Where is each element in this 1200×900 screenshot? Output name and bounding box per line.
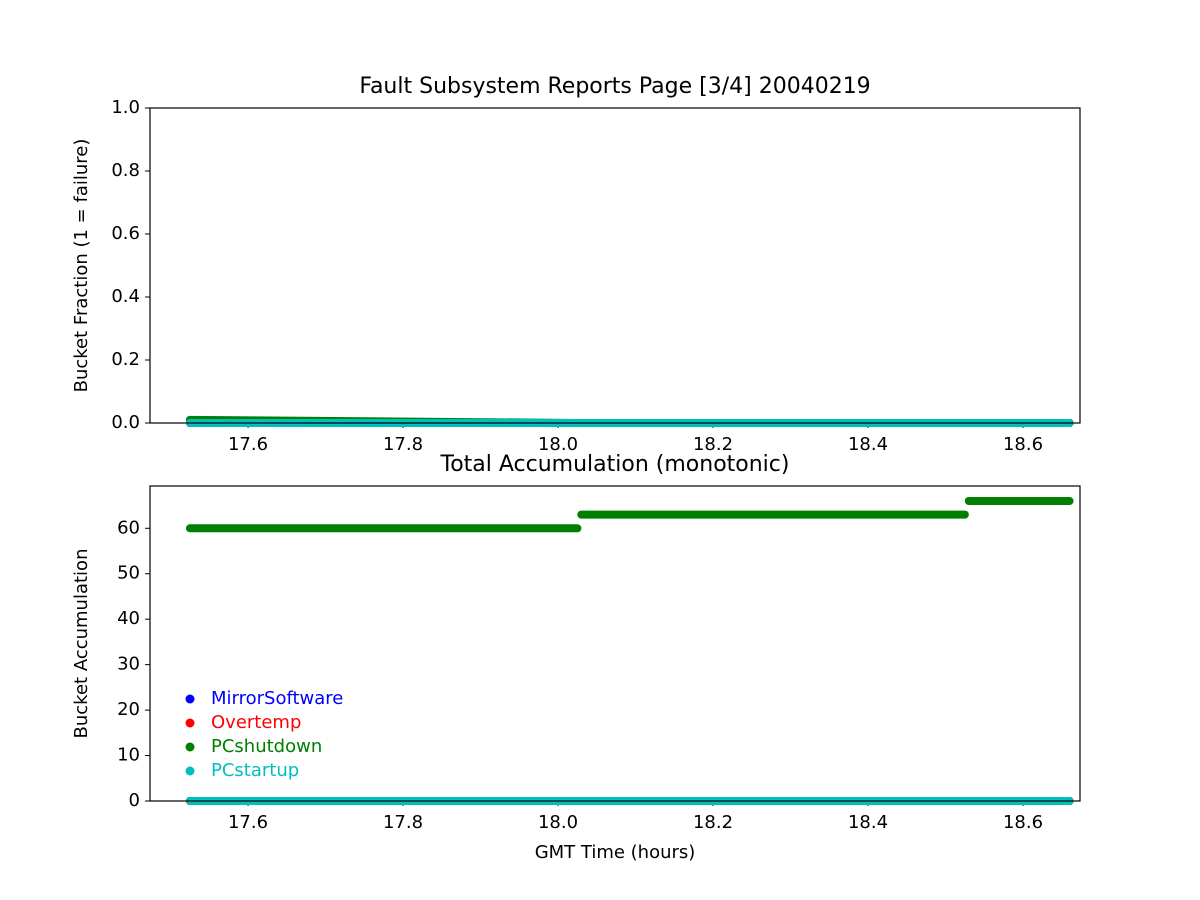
y-tick-label: 40: [117, 608, 140, 629]
axes-frame: [149, 485, 1081, 802]
x-tick-label: 18.2: [693, 434, 733, 455]
x-tick-label: 18.4: [848, 812, 888, 833]
y-tick-label: 0.0: [111, 412, 140, 433]
x-tick-label: 18.2: [693, 812, 733, 833]
y-axis-label: Bucket Accumulation: [71, 549, 92, 739]
legend-label: Overtemp: [211, 712, 301, 733]
y-tick-label: 30: [117, 654, 140, 675]
y-tick-label: 0.2: [111, 349, 140, 370]
legend-marker: [185, 766, 195, 776]
x-tick-label: 17.6: [228, 434, 268, 455]
legend-marker: [185, 742, 195, 752]
legend-marker: [185, 694, 195, 704]
x-tick-label: 18.0: [538, 812, 578, 833]
y-tick-label: 20: [117, 699, 140, 720]
legend-label: PCstartup: [211, 760, 299, 781]
x-tick-label: 17.8: [383, 434, 423, 455]
legend-marker: [185, 718, 195, 728]
x-tick-label: 17.8: [383, 812, 423, 833]
y-tick-label: 0.8: [111, 160, 140, 181]
y-tick-label: 0.6: [111, 223, 140, 244]
y-axis-label: Bucket Fraction (1 = failure): [71, 139, 92, 393]
y-tick-label: 60: [117, 517, 140, 538]
chart-title: Fault Subsystem Reports Page [3/4] 20040…: [359, 74, 870, 99]
x-tick-label: 18.0: [538, 434, 578, 455]
axes-frame: [149, 107, 1081, 424]
y-tick-label: 0: [129, 790, 140, 811]
y-tick-label: 10: [117, 745, 140, 766]
x-axis-label: GMT Time (hours): [535, 842, 696, 863]
legend-label: PCshutdown: [211, 736, 322, 757]
chart-title: Total Accumulation (monotonic): [440, 452, 790, 477]
legend-label: MirrorSoftware: [211, 688, 343, 709]
x-tick-label: 17.6: [228, 812, 268, 833]
y-tick-label: 0.4: [111, 286, 140, 307]
series-line: [185, 497, 1074, 533]
x-tick-label: 18.6: [1003, 812, 1043, 833]
x-tick-label: 18.6: [1003, 434, 1043, 455]
y-tick-label: 1.0: [111, 97, 140, 118]
x-tick-label: 18.4: [848, 434, 888, 455]
y-tick-label: 50: [117, 563, 140, 584]
